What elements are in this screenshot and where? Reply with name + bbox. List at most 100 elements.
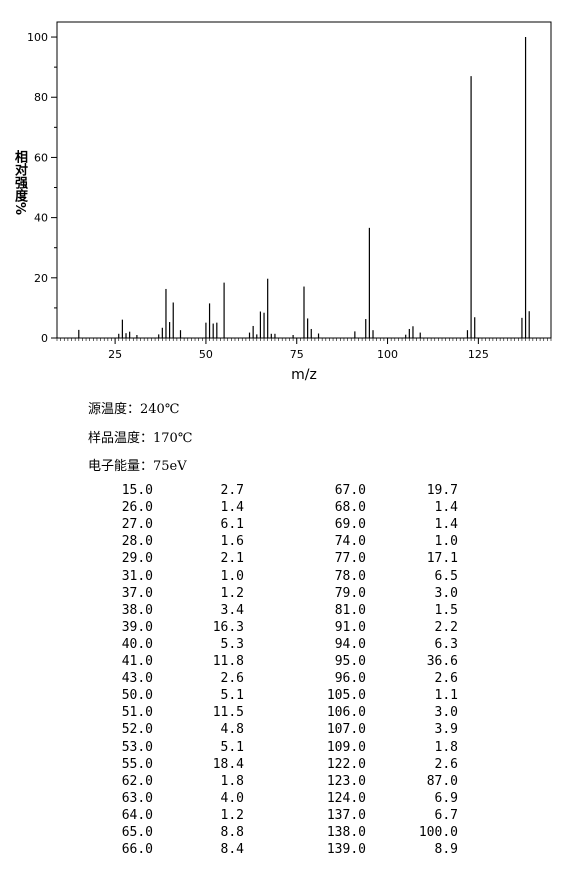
table-cell: 29.0: [121, 551, 153, 567]
table-cell: 38.0: [121, 602, 153, 618]
table-cell: 65.0: [121, 825, 153, 840]
table-cell: 11.8: [212, 654, 244, 669]
table-cell: 26.0: [121, 500, 153, 516]
x-tick-label: 25: [108, 348, 122, 361]
table-cell: 27.0: [121, 517, 153, 533]
table-cell: 87.0: [426, 773, 458, 789]
table-cell: 63.0: [121, 790, 153, 806]
table-cell: 1.4: [220, 500, 244, 516]
y-tick-label: 40: [34, 212, 48, 225]
table-cell: 66.0: [121, 842, 153, 858]
table-cell: 52.0: [121, 722, 153, 738]
table-cell: 17.1: [426, 551, 458, 567]
x-tick-label: 125: [468, 348, 489, 361]
table-cell: 96.0: [334, 671, 366, 687]
y-tick-label: 100: [27, 31, 48, 44]
table-cell: 19.7: [426, 483, 458, 498]
table-cell: 2.6: [434, 671, 458, 687]
table-cell: 1.2: [220, 585, 244, 601]
table-cell: 18.4: [212, 756, 244, 772]
table-cell: 55.0: [121, 756, 153, 772]
table-cell: 81.0: [334, 602, 366, 618]
table-cell: 8.4: [220, 842, 244, 858]
table-cell: 40.0: [121, 636, 153, 652]
table-cell: 1.5: [434, 602, 458, 618]
table-cell: 94.0: [334, 636, 366, 652]
table-cell: 138.0: [326, 825, 366, 840]
table-cell: 139.0: [326, 842, 366, 858]
table-cell: 6.3: [434, 636, 458, 652]
table-cell: 124.0: [326, 790, 366, 806]
table-cell: 2.6: [434, 756, 458, 772]
table-cell: 5.1: [220, 688, 244, 704]
condition: 源温度：240℃: [88, 402, 180, 417]
table-cell: 4.0: [220, 790, 244, 806]
x-tick-label: 50: [199, 348, 213, 361]
table-cell: 1.0: [220, 568, 244, 584]
table-cell: 6.9: [434, 790, 458, 806]
table-cell: 50.0: [121, 688, 153, 704]
table-cell: 3.0: [434, 705, 458, 721]
condition: 样品温度：170℃: [88, 430, 193, 446]
table-cell: 1.4: [434, 517, 458, 533]
table-cell: 3.0: [434, 585, 458, 601]
y-axis-label: 相对强度%: [12, 150, 27, 216]
y-tick-label: 80: [34, 91, 48, 104]
table-cell: 105.0: [326, 688, 366, 704]
table-cell: 95.0: [334, 654, 366, 669]
table-cell: 15.0: [121, 483, 153, 498]
table-cell: 106.0: [326, 705, 366, 721]
table-cell: 8.8: [220, 825, 244, 840]
table-cell: 1.8: [434, 739, 458, 755]
table-cell: 122.0: [326, 756, 366, 772]
table-cell: 137.0: [326, 807, 366, 823]
chart: m/z 25 50 75 100 125 0 20 40 60 80 100: [27, 21, 552, 383]
table-cell: 41.0: [121, 654, 153, 669]
table-cell: 43.0: [121, 671, 153, 687]
table-cell: 5.3: [220, 636, 244, 652]
table-cell: 100.0: [418, 825, 458, 840]
table-cell: 69.0: [334, 517, 366, 533]
table-cell: 5.1: [220, 739, 244, 755]
table-cell: 91.0: [334, 619, 366, 635]
table-cell: 1.8: [220, 773, 244, 789]
table-cell: 1.1: [434, 688, 458, 704]
table-cell: 62.0: [121, 773, 153, 789]
x-axis-label: m/z: [291, 367, 317, 383]
table-cell: 1.2: [220, 807, 244, 823]
y-tick-label: 20: [34, 272, 48, 285]
table-cell: 2.6: [220, 671, 244, 687]
table-cell: 53.0: [121, 739, 153, 755]
x-tick-label: 100: [377, 348, 398, 361]
table-cell: 77.0: [334, 551, 366, 567]
condition: 电子能量：75eV: [88, 459, 187, 474]
table-cell: 74.0: [334, 534, 366, 550]
table-cell: 79.0: [334, 585, 366, 601]
table-cell: 78.0: [334, 568, 366, 584]
table-cell: 8.9: [434, 842, 458, 858]
table-cell: 2.2: [434, 619, 458, 635]
table-cell: 3.9: [434, 722, 458, 738]
table-cell: 28.0: [121, 534, 153, 550]
table-cell: 1.4: [434, 500, 458, 516]
table-cell: 6.7: [434, 807, 458, 823]
table-cell: 11.5: [212, 705, 244, 721]
table-cell: 64.0: [121, 807, 153, 823]
table-cell: 68.0: [334, 500, 366, 516]
table-cell: 1.6: [220, 534, 244, 550]
y-tick-label: 0: [41, 332, 48, 345]
table-cell: 36.6: [426, 654, 458, 669]
table-cell: 107.0: [326, 722, 366, 738]
table-cell: 3.4: [220, 602, 244, 618]
y-tick-label: 60: [34, 151, 48, 164]
table-cell: 16.3: [212, 619, 244, 635]
table-cell: 1.0: [434, 534, 458, 550]
table-cell: 6.5: [434, 568, 458, 584]
table-cell: 6.1: [220, 517, 244, 533]
table-cell: 4.8: [220, 722, 244, 738]
table-cell: 123.0: [326, 773, 366, 789]
x-tick-label: 75: [290, 348, 304, 361]
table-cell: 51.0: [121, 705, 153, 721]
table-cell: 2.1: [220, 551, 244, 567]
